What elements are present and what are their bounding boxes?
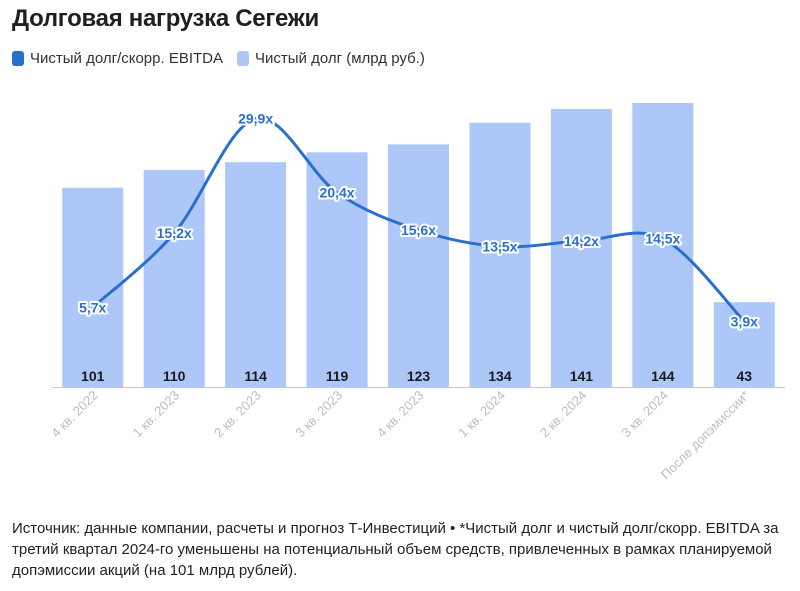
x-tick-label: 4 кв. 2023 xyxy=(374,388,427,441)
bar-value-label: 144 xyxy=(651,368,675,384)
ratio-point-label: 14,5x xyxy=(645,231,680,247)
bar xyxy=(469,122,531,387)
ratio-point-label: 13,5x xyxy=(482,239,517,255)
x-tick-label: 1 кв. 2023 xyxy=(130,388,183,441)
bar xyxy=(550,108,612,388)
bar-value-label: 101 xyxy=(81,368,105,384)
ratio-point-label: 20,4x xyxy=(320,185,355,201)
bar-value-label: 43 xyxy=(736,368,752,384)
ratio-point-label: 5,7x xyxy=(79,299,106,315)
x-tick-label: 3 кв. 2023 xyxy=(292,388,345,441)
legend-item-ratio: Чистый долг/скорр. EBITDA xyxy=(12,50,223,67)
bar-value-label: 110 xyxy=(163,368,186,384)
legend-label-debt: Чистый долг (млрд руб.) xyxy=(255,50,425,67)
x-tick-label: 2 кв. 2023 xyxy=(211,388,264,441)
ratio-point-label: 29,9x xyxy=(238,111,273,127)
legend-item-debt: Чистый долг (млрд руб.) xyxy=(237,50,425,67)
bar-value-label: 134 xyxy=(488,368,512,384)
bar xyxy=(388,144,449,387)
x-tick-label: После допэмиссии* xyxy=(658,388,753,483)
source-footnote: Источник: данные компании, расчеты и про… xyxy=(12,520,779,579)
ratio-point-label: 15,2x xyxy=(157,225,192,241)
x-tick-label: 4 кв. 2022 xyxy=(48,388,101,441)
x-tick-label: 3 кв. 2024 xyxy=(618,388,671,441)
ratio-point-label: 14,2x xyxy=(564,233,599,249)
bar-value-label: 119 xyxy=(326,368,349,384)
ratio-point-label: 3,9x xyxy=(731,313,758,329)
ratio-point-label: 15,6x xyxy=(401,222,436,238)
legend-label-ratio: Чистый долг/скорр. EBITDA xyxy=(30,50,224,67)
bar-value-label: 114 xyxy=(244,368,267,384)
bar-value-label: 123 xyxy=(407,368,431,384)
ratio-line xyxy=(91,116,746,323)
x-tick-label: 2 кв. 2024 xyxy=(537,388,590,441)
chart-legend: Чистый долг/скорр. EBITDA Чистый долг (м… xyxy=(12,50,439,67)
bar xyxy=(632,103,694,387)
chart-title: Долговая нагрузка Сегежи xyxy=(12,5,319,32)
chart-plot: 101 110 114 119 123 134 141 144 43 5,7x 15,2x 29,9x… xyxy=(48,103,785,483)
bar-value-label: 141 xyxy=(570,368,594,384)
legend-swatch-bar xyxy=(237,51,250,66)
bar xyxy=(62,187,124,387)
bar xyxy=(713,302,775,387)
bar xyxy=(225,162,287,387)
legend-swatch-line xyxy=(12,51,24,66)
x-tick-label: 1 кв. 2024 xyxy=(455,388,508,441)
bar xyxy=(143,170,205,387)
